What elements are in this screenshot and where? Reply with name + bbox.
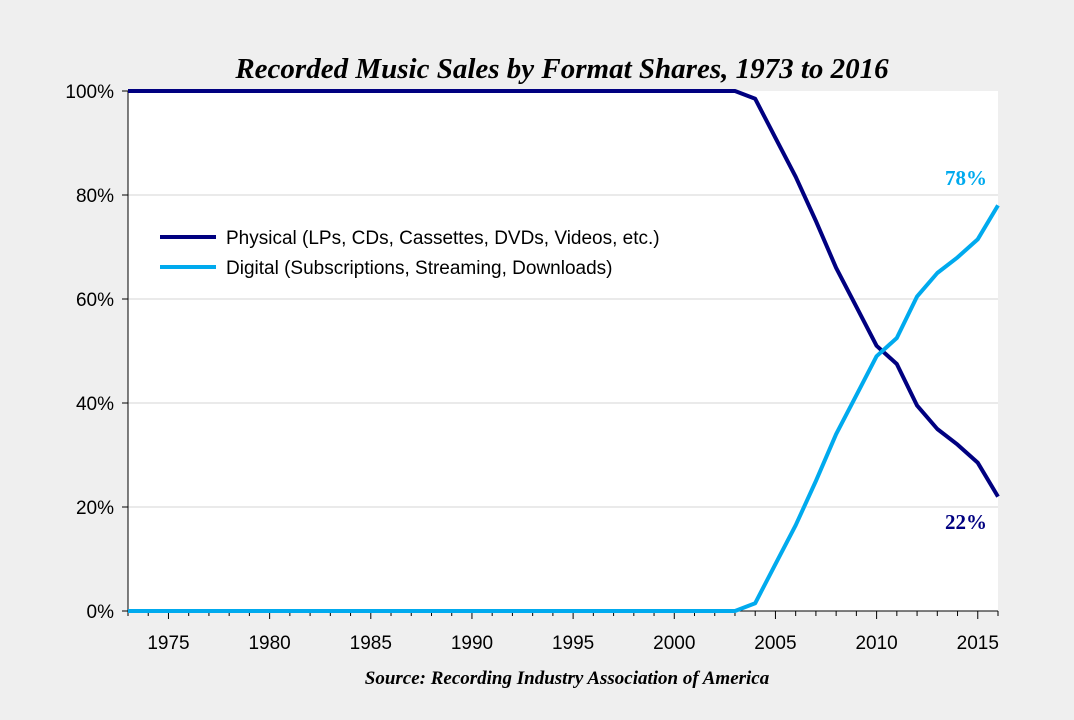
x-tick-label: 1995 <box>552 633 594 654</box>
legend: Physical (LPs, CDs, Cassettes, DVDs, Vid… <box>160 228 660 279</box>
digital-end-label: 78% <box>945 166 987 190</box>
x-tick-label: 1990 <box>451 633 493 654</box>
x-axis-ticks: 1975 1980 1985 1990 1995 2000 2005 2010 2015 <box>127 611 999 654</box>
x-tick-label: 1980 <box>248 633 290 654</box>
y-tick-label: 20% <box>76 498 114 519</box>
legend-label-physical: Physical (LPs, CDs, Cassettes, DVDs, Vid… <box>226 228 660 249</box>
legend-label-digital: Digital (Subscriptions, Streaming, Downl… <box>226 258 613 279</box>
x-tick-label: 1975 <box>147 633 189 654</box>
x-tick-label: 1985 <box>350 633 392 654</box>
y-tick-label: 40% <box>76 394 114 415</box>
y-tick-label: 100% <box>65 82 114 103</box>
series-line-digital <box>128 204 1000 613</box>
chart-title: Recorded Music Sales by Format Shares, 1… <box>234 53 889 85</box>
physical-end-label: 22% <box>945 510 987 534</box>
y-axis-ticks: 0% 20% 40% 60% 80% 100% <box>65 82 128 623</box>
plot-area <box>128 91 998 611</box>
y-tick-label: 80% <box>76 186 114 207</box>
x-tick-label: 2015 <box>957 633 999 654</box>
y-tick-label: 60% <box>76 290 114 311</box>
series-lines <box>128 89 1000 613</box>
x-tick-label: 2000 <box>653 633 695 654</box>
x-tick-label: 2010 <box>855 633 897 654</box>
series-line-physical <box>128 89 1000 498</box>
x-tick-label: 2005 <box>754 633 796 654</box>
chart-source: Source: Recording Industry Association o… <box>365 668 770 689</box>
y-tick-label: 0% <box>87 602 115 623</box>
